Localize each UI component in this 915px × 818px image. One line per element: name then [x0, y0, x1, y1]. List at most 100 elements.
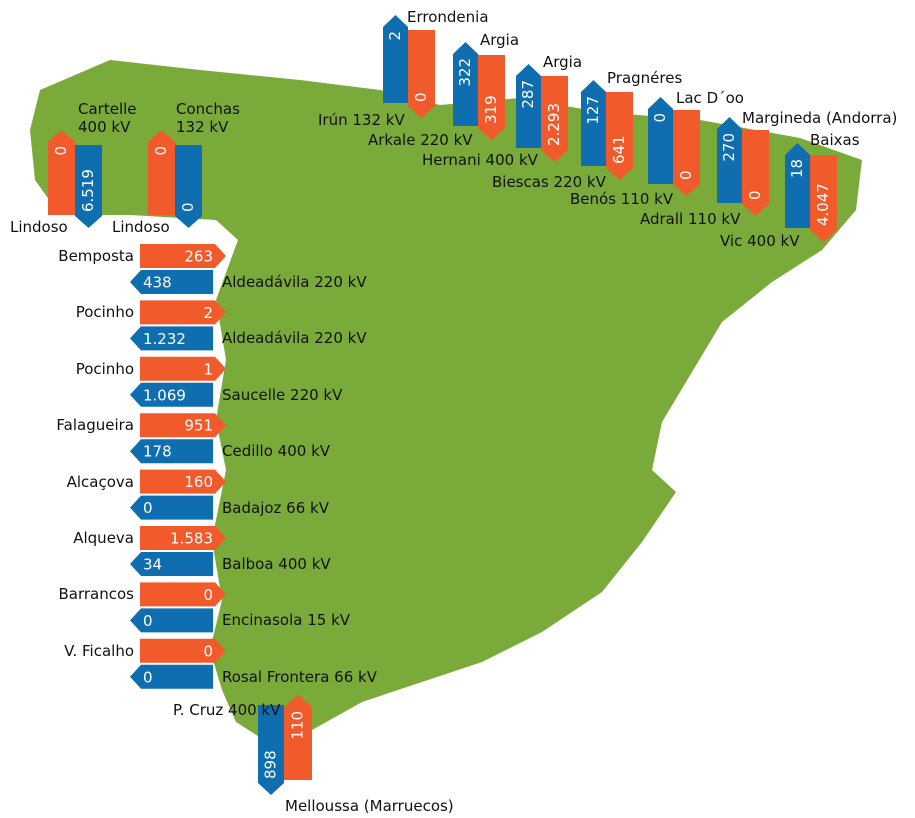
- flow-value: 4.047: [814, 183, 832, 226]
- station-label: Melloussa (Marruecos): [285, 797, 454, 815]
- flow-value: 178: [143, 443, 172, 461]
- station-label: Cartelle 400 kV: [78, 100, 137, 136]
- flow-arrow: [140, 469, 226, 494]
- flow-arrow: [130, 326, 213, 351]
- flow-arrow: [175, 145, 202, 228]
- flow-value: 0: [651, 113, 669, 123]
- flow-value: 263: [184, 248, 213, 266]
- flow-arrow: [648, 97, 673, 184]
- station-label: Conchas 132 kV: [176, 100, 240, 136]
- flow-value: 0: [179, 202, 197, 212]
- flow-value: 287: [519, 80, 537, 109]
- flow-value: 641: [610, 135, 628, 164]
- station-label: Arkale 220 kV: [368, 131, 473, 149]
- flow-value: 270: [720, 133, 738, 162]
- station-label: Bemposta: [58, 247, 134, 265]
- flow-arrow: [541, 76, 568, 162]
- station-label: Pocinho: [75, 359, 134, 378]
- flow-value: 2: [203, 304, 213, 322]
- station-label: Baixas: [810, 131, 860, 149]
- flow-arrow: [606, 92, 633, 180]
- station-label: Hernani 400 kV: [422, 151, 538, 169]
- station-label: Benós 110 kV: [570, 190, 674, 208]
- station-label: Rosal Frontera 66 kV: [222, 667, 377, 686]
- flow-arrow: [140, 300, 226, 325]
- station-label: Lindoso: [10, 218, 68, 236]
- flow-value: 1.583: [170, 530, 213, 548]
- flow-value: 0: [203, 642, 213, 660]
- flow-value: 6.519: [79, 169, 97, 212]
- flow-arrow: [258, 705, 284, 795]
- flow-arrow: [742, 130, 769, 216]
- station-label: Falagueira: [56, 416, 134, 435]
- station-label: Biescas 220 kV: [492, 173, 606, 191]
- flow-arrow: [516, 64, 541, 148]
- flow-value: 127: [584, 96, 602, 125]
- flow-arrow: [408, 30, 435, 118]
- flow-arrow: [75, 145, 102, 228]
- flow-arrow: [48, 130, 75, 215]
- station-label: Alqueva: [73, 529, 134, 547]
- flow-arrow: [130, 608, 213, 633]
- station-label: Balboa 400 kV: [222, 555, 331, 573]
- flow-arrow: [140, 582, 226, 607]
- flow-arrow: [581, 80, 606, 166]
- station-label: Adrall 110 kV: [640, 210, 741, 228]
- flow-value: 0: [143, 668, 153, 686]
- station-label: Encinasola 15 kV: [222, 611, 351, 630]
- flow-value: 0: [412, 92, 430, 102]
- flow-arrow: [785, 143, 810, 228]
- flow-value: 0: [152, 146, 170, 156]
- station-label: Aldeadávila 220 kV: [222, 273, 367, 291]
- flow-value: 0: [203, 586, 213, 604]
- flow-value: 0: [143, 499, 153, 517]
- flow-arrow: [130, 552, 213, 576]
- station-label: Saucelle 220 kV: [222, 385, 343, 404]
- station-label: Lac D´oo: [676, 89, 744, 107]
- flow-value: 0: [677, 170, 695, 180]
- flow-arrow: [140, 638, 226, 663]
- flow-value: 0: [52, 146, 70, 156]
- flow-arrow: [383, 15, 408, 103]
- station-label: Argia: [480, 31, 520, 49]
- flow-value: 1: [203, 360, 213, 378]
- station-label: Vic 400 kV: [720, 232, 800, 250]
- flow-arrow: [140, 413, 226, 438]
- flow-arrow: [148, 130, 175, 215]
- station-label: Aldeadávila 220 kV: [222, 329, 367, 348]
- flow-arrow: [130, 495, 213, 520]
- flow-value: 2: [386, 31, 404, 41]
- flow-arrow: [130, 664, 213, 689]
- flow-arrow: [130, 439, 213, 464]
- station-label: Irún 132 kV: [318, 111, 405, 129]
- flow-value: 1.069: [143, 386, 186, 404]
- flow-value: 18: [788, 159, 806, 178]
- flow-arrow: [810, 155, 837, 242]
- station-label: Barrancos: [58, 585, 135, 604]
- station-label: Argia: [543, 53, 583, 71]
- station-label: Errondenia: [407, 8, 489, 26]
- station-label: Pragnéres: [607, 69, 683, 87]
- flow-value: 2.293: [545, 103, 563, 146]
- flow-arrow: [673, 110, 700, 196]
- flow-value: 322: [456, 58, 474, 87]
- flow-value: 110: [289, 711, 307, 740]
- station-label: Badajoz 66 kV: [222, 498, 329, 517]
- flow-value: 951: [184, 417, 213, 435]
- flow-arrow: [130, 382, 213, 407]
- flow-value: 1.232: [143, 330, 186, 348]
- station-label: V. Ficalho: [64, 641, 134, 660]
- station-label: Alcaçova: [66, 472, 134, 491]
- flow-arrow: [140, 244, 226, 268]
- flow-value: 160: [184, 473, 213, 491]
- flow-arrow: [284, 695, 312, 780]
- station-label: Margineda (Andorra): [742, 109, 898, 127]
- flow-value: 319: [482, 95, 500, 124]
- flow-value: 438: [143, 274, 172, 292]
- flow-arrow: [140, 356, 226, 381]
- flow-arrow: [453, 42, 478, 126]
- station-label: Lindoso: [112, 218, 170, 236]
- station-label: Cedillo 400 kV: [222, 442, 331, 461]
